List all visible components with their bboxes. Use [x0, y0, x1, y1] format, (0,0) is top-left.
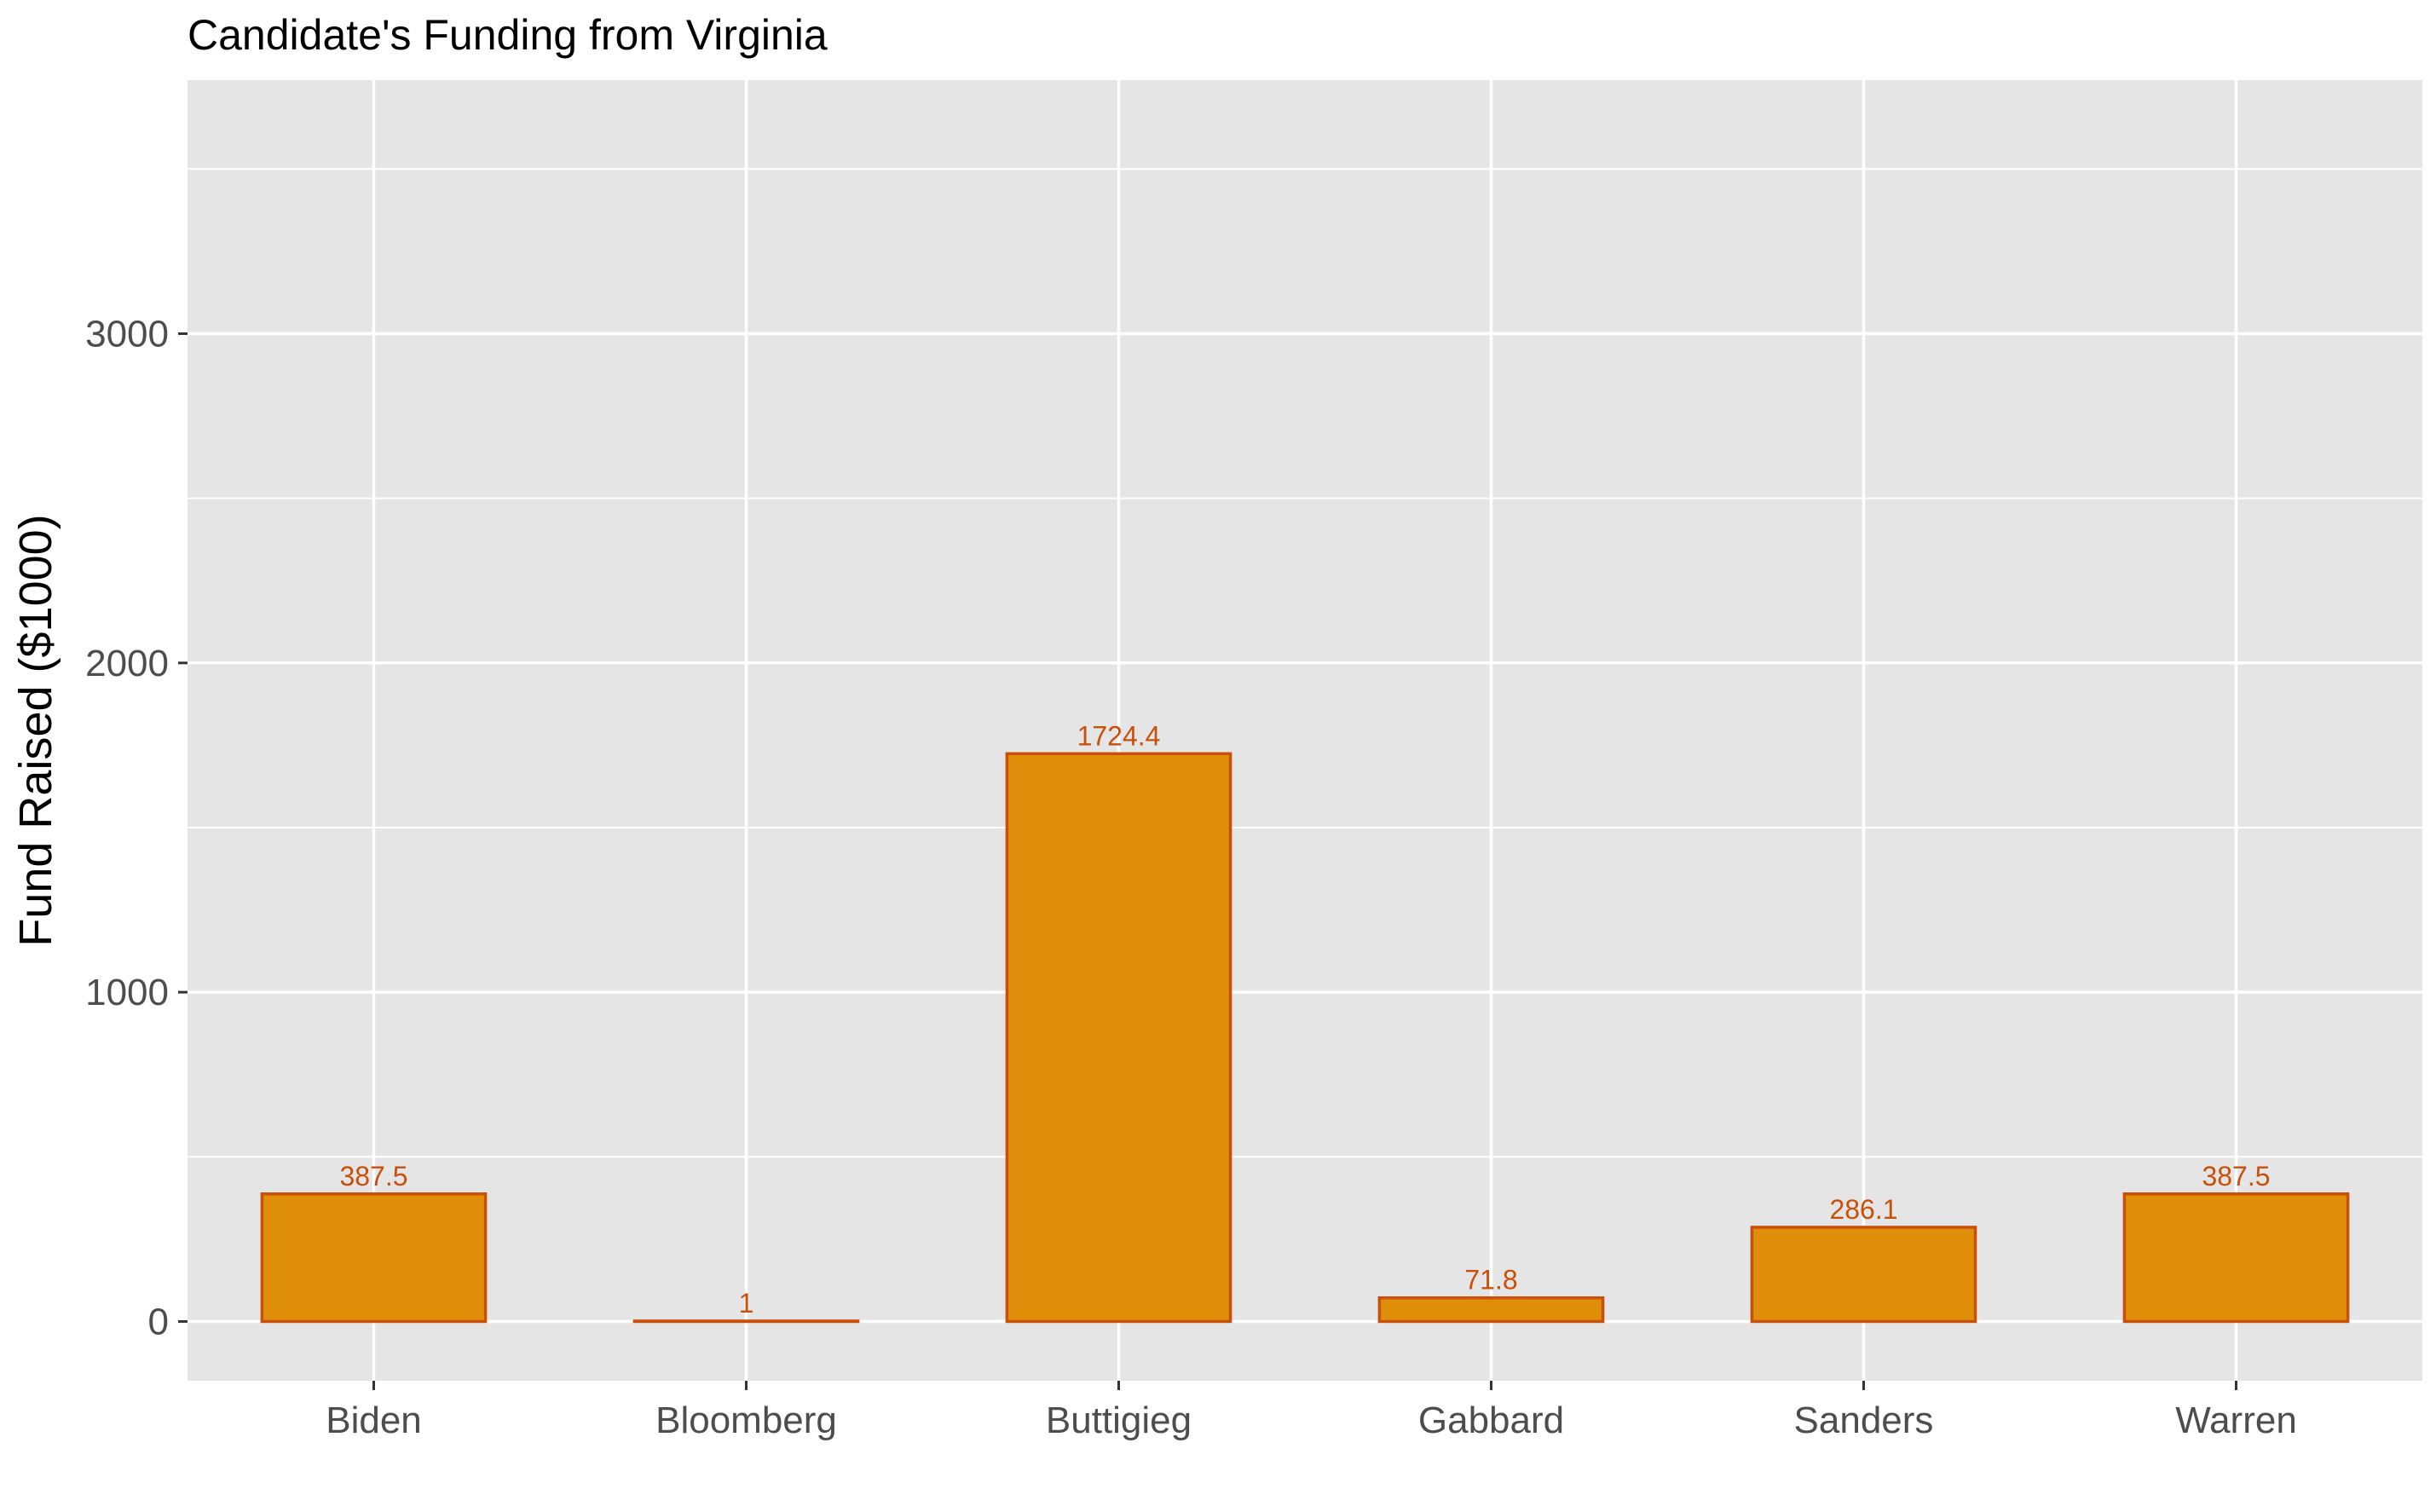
x-tick-label: Gabbard — [1418, 1399, 1564, 1441]
plot-panel — [188, 80, 2422, 1381]
x-axis: Biden Bloomberg Buttigieg Gabbard Sanders War… — [326, 1381, 2297, 1441]
bar-value-label: 1724.4 — [1077, 720, 1161, 751]
major-gridlines — [188, 80, 2422, 1381]
bars — [260, 752, 2350, 1324]
bar-value-label: 387.5 — [2202, 1161, 2270, 1192]
y-axis: 0 1000 2000 3000 — [85, 313, 188, 1342]
bar-value-labels: 387.5 1 1724.4 71.8 286.1 387.5 — [339, 720, 2270, 1319]
bar-value-label: 387.5 — [339, 1161, 407, 1192]
y-axis-title: Fund Raised ($1000) — [10, 514, 61, 946]
y-tick-label: 2000 — [85, 643, 169, 684]
x-tick-label: Bloomberg — [655, 1399, 837, 1441]
bar — [2122, 1192, 2350, 1324]
y-tick-label: 0 — [148, 1301, 169, 1342]
bar — [260, 1192, 488, 1324]
x-tick-label: Sanders — [1794, 1399, 1934, 1441]
bar — [632, 1319, 860, 1324]
x-tick-label: Buttigieg — [1046, 1399, 1192, 1441]
chart-title: Candidate's Funding from Virginia — [188, 11, 828, 59]
x-tick-label: Biden — [326, 1399, 422, 1441]
bar-value-label: 1 — [739, 1288, 754, 1319]
x-tick-label: Warren — [2175, 1399, 2297, 1441]
y-tick-label: 3000 — [85, 313, 169, 355]
bar-value-label: 71.8 — [1464, 1265, 1517, 1296]
bar-value-label: 286.1 — [1829, 1194, 1897, 1225]
bar — [1750, 1226, 1977, 1324]
minor-gridlines — [188, 168, 2422, 1158]
bar — [1005, 752, 1232, 1324]
y-tick-label: 1000 — [85, 972, 169, 1013]
bar — [1377, 1296, 1605, 1324]
